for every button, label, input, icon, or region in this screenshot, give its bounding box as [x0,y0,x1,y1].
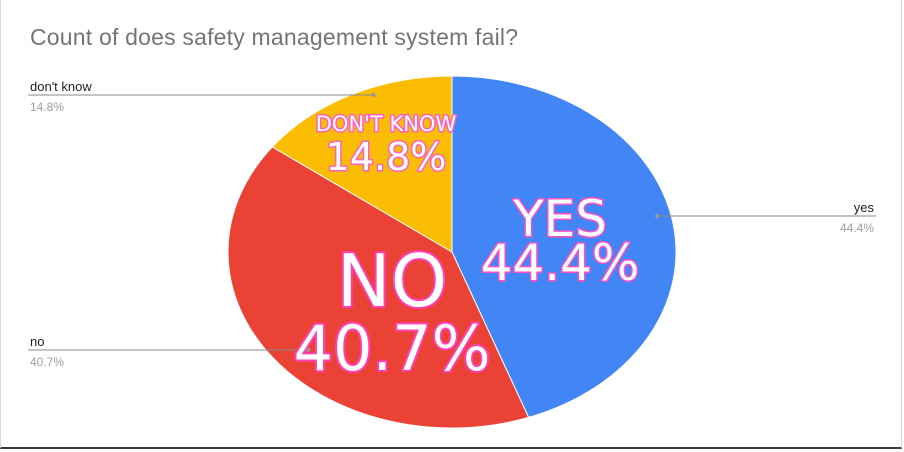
callout-label-no: no [30,334,44,349]
callout-percent-no: 40.7% [30,355,64,369]
callout-percent-don-t-know: 14.8% [30,100,64,114]
slice-percent-don-t-know: 14.8% [326,135,447,179]
slice-title-yes: YES [512,190,607,248]
callout-label-yes: yes [854,200,875,215]
callout-percent-yes: 44.4% [840,221,874,235]
callout-label-don-t-know: don't know [30,79,92,94]
pie-slice-yes[interactable] [451,75,677,418]
slice-title-don-t-know: DON'T KNOW [316,112,457,136]
callout-dot-don-t-know [371,92,376,98]
slice-percent-no: 40.7% [294,312,491,385]
pie-slice-no[interactable] [227,146,530,429]
slice-title-no: NO [337,239,448,323]
slice-percent-yes: 44.4% [481,234,640,292]
callout-dot-no [306,347,311,353]
chart-title: Count of does safety management system f… [30,24,519,50]
callout-dot-yes [654,213,660,219]
